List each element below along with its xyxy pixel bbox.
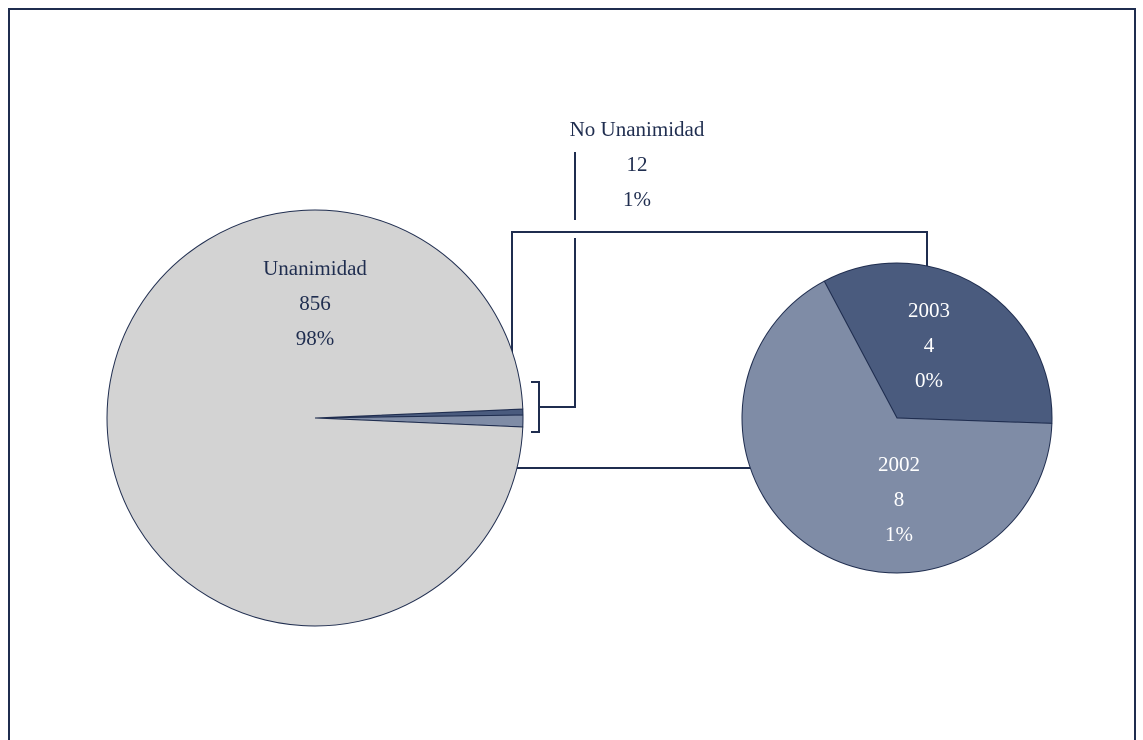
slice-value: 856	[299, 291, 331, 315]
slice-name: 2002	[878, 452, 920, 476]
slice-value: 8	[894, 487, 905, 511]
pie-slice	[823, 262, 1053, 424]
group-value: 12	[627, 152, 648, 176]
slice-name: Unanimidad	[263, 256, 367, 280]
slice-percent: 1%	[885, 522, 913, 546]
pie-slice	[741, 280, 1053, 574]
slice-value: 4	[924, 333, 935, 357]
group-bracket	[531, 152, 576, 433]
slice-percent: 98%	[296, 326, 335, 350]
frame	[8, 8, 1136, 740]
group-percent: 1%	[623, 187, 651, 211]
slice-percent: 0%	[915, 368, 943, 392]
slice-name: 2003	[908, 298, 950, 322]
connector-line	[511, 231, 928, 390]
pie-slice	[106, 209, 524, 627]
group-name: No Unanimidad	[570, 117, 705, 141]
